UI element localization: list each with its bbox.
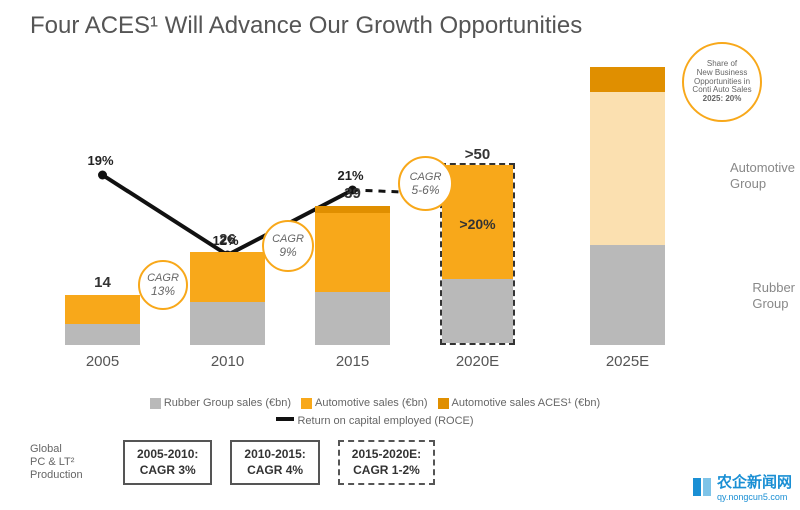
watermark: 农企新闻网 qy.nongcun5.com: [691, 471, 792, 502]
bar-segment-aces: [315, 206, 390, 213]
bottom-label: Global PC & LT² Production: [30, 443, 105, 483]
x-axis-label: 2025E: [590, 353, 665, 370]
share-circle: Share of New Business Opportunities in C…: [682, 42, 762, 122]
roce-label: 19%: [88, 153, 114, 168]
legend-swatch: [150, 398, 161, 409]
bar-segment-rubber: [65, 324, 140, 345]
bar-top-label: 14: [65, 274, 140, 291]
bar-group: [65, 295, 140, 345]
production-box: 2005-2010:CAGR 3%: [123, 440, 212, 485]
bar-segment-auto: [65, 295, 140, 324]
legend-swatch: [301, 398, 312, 409]
x-axis-label: 2020E: [440, 353, 515, 370]
production-box: 2010-2015:CAGR 4%: [230, 440, 319, 485]
legend-swatch: [438, 398, 449, 409]
legend-text: Automotive sales ACES¹ (€bn): [452, 397, 601, 409]
cagr-bubble: CAGR13%: [138, 260, 188, 310]
bar-top-label: >50: [440, 146, 515, 163]
x-axis-label: 2010: [190, 353, 265, 370]
cagr-bubble: CAGR5-6%: [398, 156, 453, 211]
watermark-sub: qy.nongcun5.com: [717, 492, 792, 502]
logo-icon: [691, 476, 713, 498]
bar-segment-auto_light: [590, 92, 665, 245]
roce-label: 21%: [338, 168, 364, 183]
legend-text: Rubber Group sales (€bn): [164, 397, 291, 409]
bar-segment-aces: [590, 67, 665, 92]
cagr-bubble: CAGR9%: [262, 220, 314, 272]
right-label-rubber: Rubber Group: [752, 280, 795, 311]
bar-segment-rubber: [442, 279, 513, 343]
watermark-main: 农企新闻网: [717, 474, 792, 491]
x-axis-label: 2005: [65, 353, 140, 370]
bar-group: [315, 206, 390, 345]
legend-line-swatch: [276, 417, 294, 421]
bar-top-label: 39: [315, 185, 390, 202]
bar-segment-rubber: [590, 245, 665, 345]
bottom-row: Global PC & LT² Production 2005-2010:CAG…: [30, 440, 770, 485]
share-l5: 2025: 20%: [703, 95, 742, 104]
legend-text: Automotive sales (€bn): [315, 397, 428, 409]
bar-group: [190, 252, 265, 345]
legend-line-text: Return on capital employed (ROCE): [297, 415, 473, 427]
bar-segment-auto: [190, 252, 265, 302]
bar-group: [590, 67, 665, 345]
roce-label: 12%: [213, 233, 239, 248]
bar-segment-rubber: [190, 302, 265, 345]
legend: Rubber Group sales (€bn) Automotive sales…: [90, 395, 650, 430]
chart: 142005262010392015>50>20%2020E2025ECAGR1…: [40, 60, 680, 370]
production-box: 2015-2020E:CAGR 1-2%: [338, 440, 435, 485]
bar-segment-rubber: [315, 292, 390, 345]
x-axis-label: 2015: [315, 353, 390, 370]
page-title: Four ACES¹ Will Advance Our Growth Oppor…: [0, 0, 800, 40]
bar-mid-label: >20%: [440, 216, 515, 232]
right-label-auto: Automotive Group: [730, 160, 795, 191]
bar-segment-auto: [315, 213, 390, 291]
